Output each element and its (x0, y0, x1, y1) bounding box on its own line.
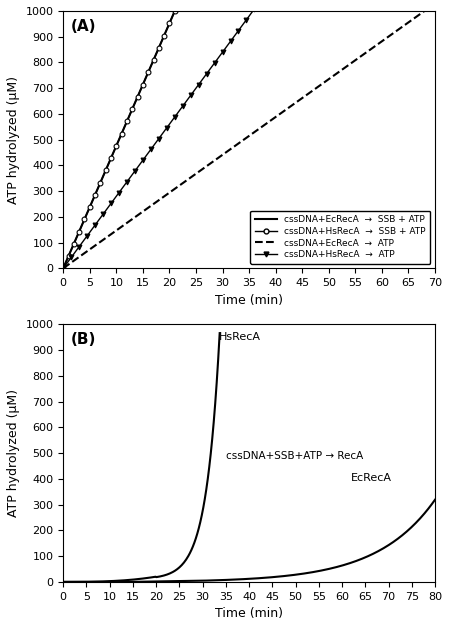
cssDNA+EcRecA → ATP (128, 217, 133, 224)
cssDNA+EcRecA → ATP (75, 254, 80, 261)
cssDNA+HsRecA → SSB + ATP (162, 32, 167, 40)
cssDNA+HsRecA → SSB + ATP (124, 117, 130, 125)
cssDNA+EcRecA → ATP (157, 196, 162, 204)
cssDNA+HsRecA → ATP (228, 38, 233, 45)
cssDNA+HsRecA → ATP (116, 189, 122, 196)
cssDNA+HsRecA → SSB + ATP (156, 44, 162, 51)
cssDNA+HsRecA → ATP (156, 135, 162, 142)
cssDNA+HsRecA → ATP (188, 92, 194, 99)
cssDNA+HsRecA → SSB + ATP (145, 68, 151, 76)
cssDNA+HsRecA → ATP (108, 199, 114, 207)
cssDNA+HsRecA → SSB + ATP (114, 142, 119, 150)
cssDNA+HsRecA → SSB + ATP (151, 56, 156, 64)
Text: (A): (A) (70, 19, 96, 34)
cssDNA+HsRecA → SSB + ATP (140, 81, 145, 88)
cssDNA+EcRecA → SSB + ATP (163, 28, 168, 36)
cssDNA+HsRecA → ATP (196, 81, 201, 88)
cssDNA+EcRecA → ATP (391, 29, 396, 37)
cssDNA+HsRecA → SSB + ATP (98, 179, 103, 186)
cssDNA+EcRecA → ATP (404, 20, 409, 28)
Y-axis label: ATP hydrolyzed (μM): ATP hydrolyzed (μM) (7, 389, 20, 517)
cssDNA+HsRecA → ATP (84, 232, 90, 240)
cssDNA+HsRecA → ATP (212, 59, 217, 66)
cssDNA+HsRecA → ATP (252, 5, 257, 13)
cssDNA+EcRecA → SSB + ATP (127, 111, 132, 119)
cssDNA+EcRecA → SSB + ATP (87, 205, 92, 213)
Text: cssDNA+SSB+ATP → RecA: cssDNA+SSB+ATP → RecA (226, 451, 363, 461)
cssDNA+HsRecA → SSB + ATP (66, 252, 71, 260)
cssDNA+HsRecA → ATP (164, 124, 169, 132)
cssDNA+HsRecA → SSB + ATP (61, 265, 66, 272)
cssDNA+EcRecA → ATP (61, 265, 66, 272)
X-axis label: Time (min): Time (min) (215, 607, 283, 620)
cssDNA+HsRecA → ATP (220, 48, 225, 56)
Line: cssDNA+HsRecA → ATP: cssDNA+HsRecA → ATP (61, 6, 257, 271)
cssDNA+HsRecA → SSB + ATP (130, 105, 135, 113)
cssDNA+HsRecA → ATP (61, 265, 66, 272)
cssDNA+HsRecA → ATP (148, 145, 154, 153)
cssDNA+HsRecA → ATP (204, 70, 209, 78)
cssDNA+HsRecA → SSB + ATP (172, 8, 177, 15)
Y-axis label: ATP hydrolyzed (μM): ATP hydrolyzed (μM) (7, 76, 20, 204)
Line: cssDNA+EcRecA → SSB + ATP: cssDNA+EcRecA → SSB + ATP (63, 11, 175, 268)
cssDNA+HsRecA → ATP (132, 167, 137, 175)
cssDNA+HsRecA → ATP (76, 243, 82, 250)
Line: cssDNA+EcRecA → ATP: cssDNA+EcRecA → ATP (63, 11, 424, 268)
cssDNA+HsRecA → SSB + ATP (167, 19, 172, 27)
cssDNA+EcRecA → ATP (422, 8, 427, 15)
cssDNA+HsRecA → SSB + ATP (92, 191, 98, 199)
cssDNA+HsRecA → ATP (140, 156, 145, 164)
cssDNA+HsRecA → SSB + ATP (71, 240, 76, 248)
cssDNA+HsRecA → SSB + ATP (119, 130, 124, 137)
cssDNA+EcRecA → ATP (82, 249, 88, 256)
Text: HsRecA: HsRecA (219, 332, 261, 342)
Line: cssDNA+HsRecA → SSB + ATP: cssDNA+HsRecA → SSB + ATP (61, 9, 177, 271)
cssDNA+EcRecA → SSB + ATP (172, 8, 177, 15)
cssDNA+HsRecA → ATP (236, 27, 241, 34)
cssDNA+HsRecA → ATP (69, 254, 74, 261)
cssDNA+HsRecA → SSB + ATP (87, 203, 92, 211)
Text: (B): (B) (70, 332, 96, 347)
cssDNA+HsRecA → ATP (92, 221, 98, 229)
cssDNA+HsRecA → SSB + ATP (82, 216, 87, 223)
cssDNA+HsRecA → ATP (180, 102, 185, 110)
cssDNA+EcRecA → SSB + ATP (82, 215, 87, 223)
cssDNA+HsRecA → ATP (124, 178, 130, 186)
cssDNA+HsRecA → ATP (244, 16, 249, 23)
cssDNA+HsRecA → SSB + ATP (103, 167, 108, 174)
cssDNA+HsRecA → ATP (101, 211, 106, 218)
cssDNA+EcRecA → SSB + ATP (61, 265, 66, 272)
cssDNA+HsRecA → SSB + ATP (135, 93, 140, 100)
cssDNA+HsRecA → ATP (172, 113, 177, 121)
cssDNA+EcRecA → SSB + ATP (167, 20, 172, 28)
cssDNA+HsRecA → SSB + ATP (76, 228, 82, 235)
cssDNA+HsRecA → SSB + ATP (108, 154, 114, 162)
Text: EcRecA: EcRecA (352, 473, 392, 483)
cssDNA+EcRecA → SSB + ATP (118, 132, 123, 140)
X-axis label: Time (min): Time (min) (215, 293, 283, 307)
Legend: cssDNA+EcRecA  →  SSB + ATP, cssDNA+HsRecA  →  SSB + ATP, cssDNA+EcRecA  →  ATP,: cssDNA+EcRecA → SSB + ATP, cssDNA+HsRecA… (250, 211, 431, 264)
